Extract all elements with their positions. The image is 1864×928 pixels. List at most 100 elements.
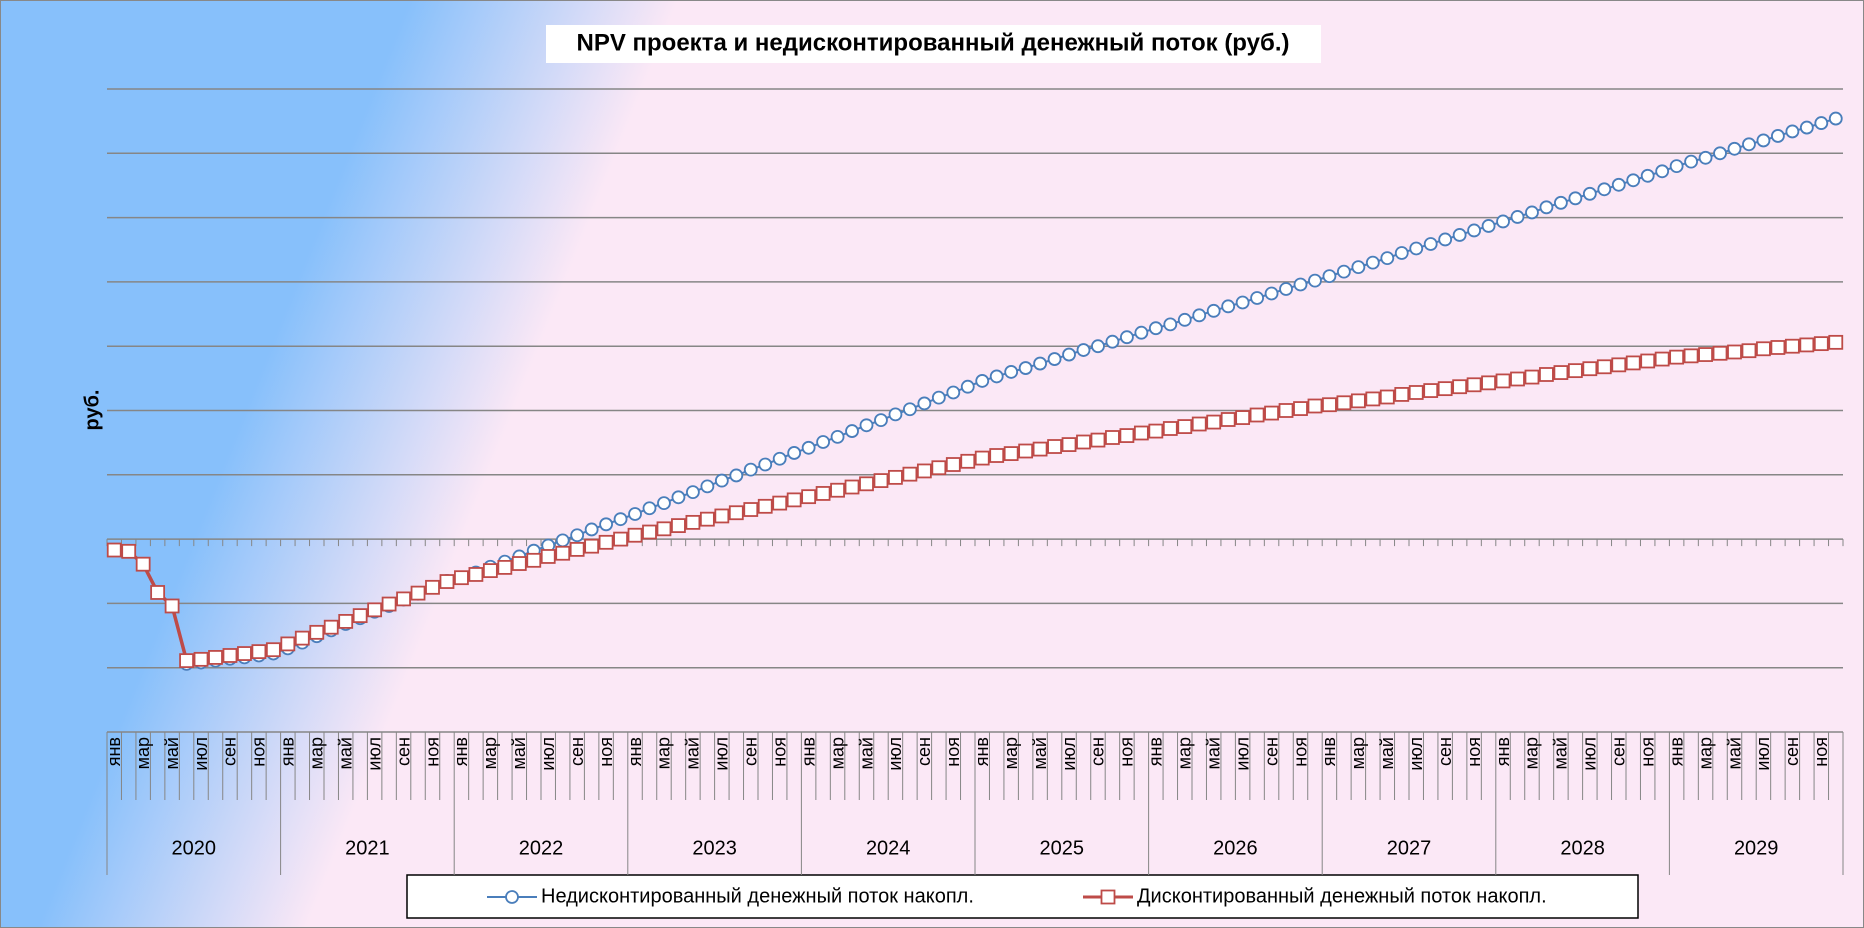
data-point — [1813, 336, 1829, 352]
data-point — [1119, 428, 1135, 443]
x-tick-label: ноя — [1464, 737, 1484, 767]
data-point — [728, 505, 744, 521]
data-point — [1525, 205, 1539, 220]
data-point — [1437, 381, 1453, 397]
data-point — [584, 522, 599, 537]
data-point — [1698, 150, 1713, 165]
data-point — [309, 624, 325, 640]
data-point — [642, 524, 657, 540]
data-point — [888, 407, 903, 422]
data-point — [815, 486, 831, 501]
data-point — [1148, 321, 1163, 336]
data-point — [454, 570, 469, 586]
data-point — [1351, 260, 1366, 275]
data-point — [598, 534, 614, 550]
data-point — [844, 479, 860, 495]
data-point — [1655, 164, 1670, 179]
year-label: 2023 — [692, 837, 737, 859]
data-point — [917, 396, 932, 411]
year-label: 2028 — [1560, 837, 1605, 859]
data-point — [830, 429, 845, 444]
data-point — [1712, 345, 1728, 361]
data-point — [555, 545, 571, 561]
data-point — [714, 508, 730, 524]
x-tick-label: янв — [1146, 737, 1166, 766]
data-point — [1554, 195, 1568, 210]
data-point — [613, 512, 628, 527]
data-point — [1105, 430, 1120, 445]
x-tick-label: сен — [914, 737, 934, 766]
x-tick-label: янв — [451, 737, 471, 766]
data-point — [945, 457, 961, 472]
data-point — [1814, 116, 1829, 130]
x-tick-label: янв — [278, 737, 298, 766]
data-point — [1004, 365, 1019, 379]
data-point — [1481, 375, 1496, 391]
x-tick-label: сен — [1782, 737, 1802, 766]
x-tick-label: июл — [538, 737, 558, 771]
data-point — [1235, 410, 1251, 425]
data-point — [1669, 349, 1685, 365]
data-point — [569, 541, 585, 557]
data-point — [323, 619, 339, 635]
data-point — [1264, 405, 1279, 421]
data-point — [1047, 439, 1062, 454]
data-point — [1756, 133, 1771, 148]
data-point — [699, 511, 715, 527]
legend-label: Дисконтированный денежный поток накопл. — [1137, 885, 1547, 907]
data-point — [1032, 441, 1048, 457]
data-point — [1640, 168, 1655, 183]
data-point — [208, 650, 223, 665]
data-point — [1278, 403, 1294, 418]
data-point — [1191, 416, 1207, 432]
data-point — [482, 563, 498, 579]
x-tick-label: янв — [972, 737, 992, 766]
data-point — [1785, 124, 1800, 139]
x-tick-label: мар — [1695, 737, 1715, 769]
data-point — [1611, 177, 1626, 192]
data-point — [787, 446, 802, 460]
data-point — [1524, 369, 1540, 385]
x-tick-label: янв — [104, 737, 124, 766]
data-point — [1134, 325, 1149, 340]
x-tick-label: ноя — [769, 737, 789, 767]
data-point — [1162, 421, 1178, 436]
x-tick-label: ноя — [596, 737, 616, 767]
data-point — [1336, 395, 1352, 411]
data-point — [1293, 401, 1308, 416]
title-box — [546, 25, 1321, 63]
data-point — [1553, 365, 1569, 380]
year-label: 2024 — [866, 837, 911, 859]
data-point — [1799, 120, 1814, 135]
data-point — [1018, 361, 1033, 375]
data-point — [873, 473, 889, 488]
data-point — [410, 585, 426, 601]
data-point — [237, 646, 252, 661]
x-tick-label: ноя — [943, 737, 963, 767]
data-point — [1539, 367, 1554, 382]
x-tick-label: июл — [1406, 737, 1426, 771]
data-point — [251, 644, 267, 660]
data-point — [772, 495, 788, 511]
data-point — [916, 463, 932, 479]
data-point — [1510, 210, 1525, 224]
x-tick-label: сен — [220, 737, 240, 766]
data-point — [946, 385, 961, 400]
data-point — [859, 418, 874, 433]
data-point — [801, 489, 817, 505]
x-tick-label: мар — [1522, 737, 1542, 769]
data-point — [584, 538, 600, 554]
data-point — [1828, 111, 1843, 126]
data-point — [121, 543, 137, 559]
x-tick-label: янв — [1319, 737, 1339, 766]
data-point — [1033, 356, 1047, 371]
data-point — [1076, 434, 1091, 450]
x-tick-label: май — [1551, 737, 1571, 769]
data-point — [1293, 277, 1308, 292]
data-point — [931, 460, 947, 476]
data-point — [686, 485, 700, 500]
y-axis-label: руб. — [81, 390, 103, 431]
x-tick-label: май — [683, 737, 703, 769]
data-point — [931, 390, 946, 405]
